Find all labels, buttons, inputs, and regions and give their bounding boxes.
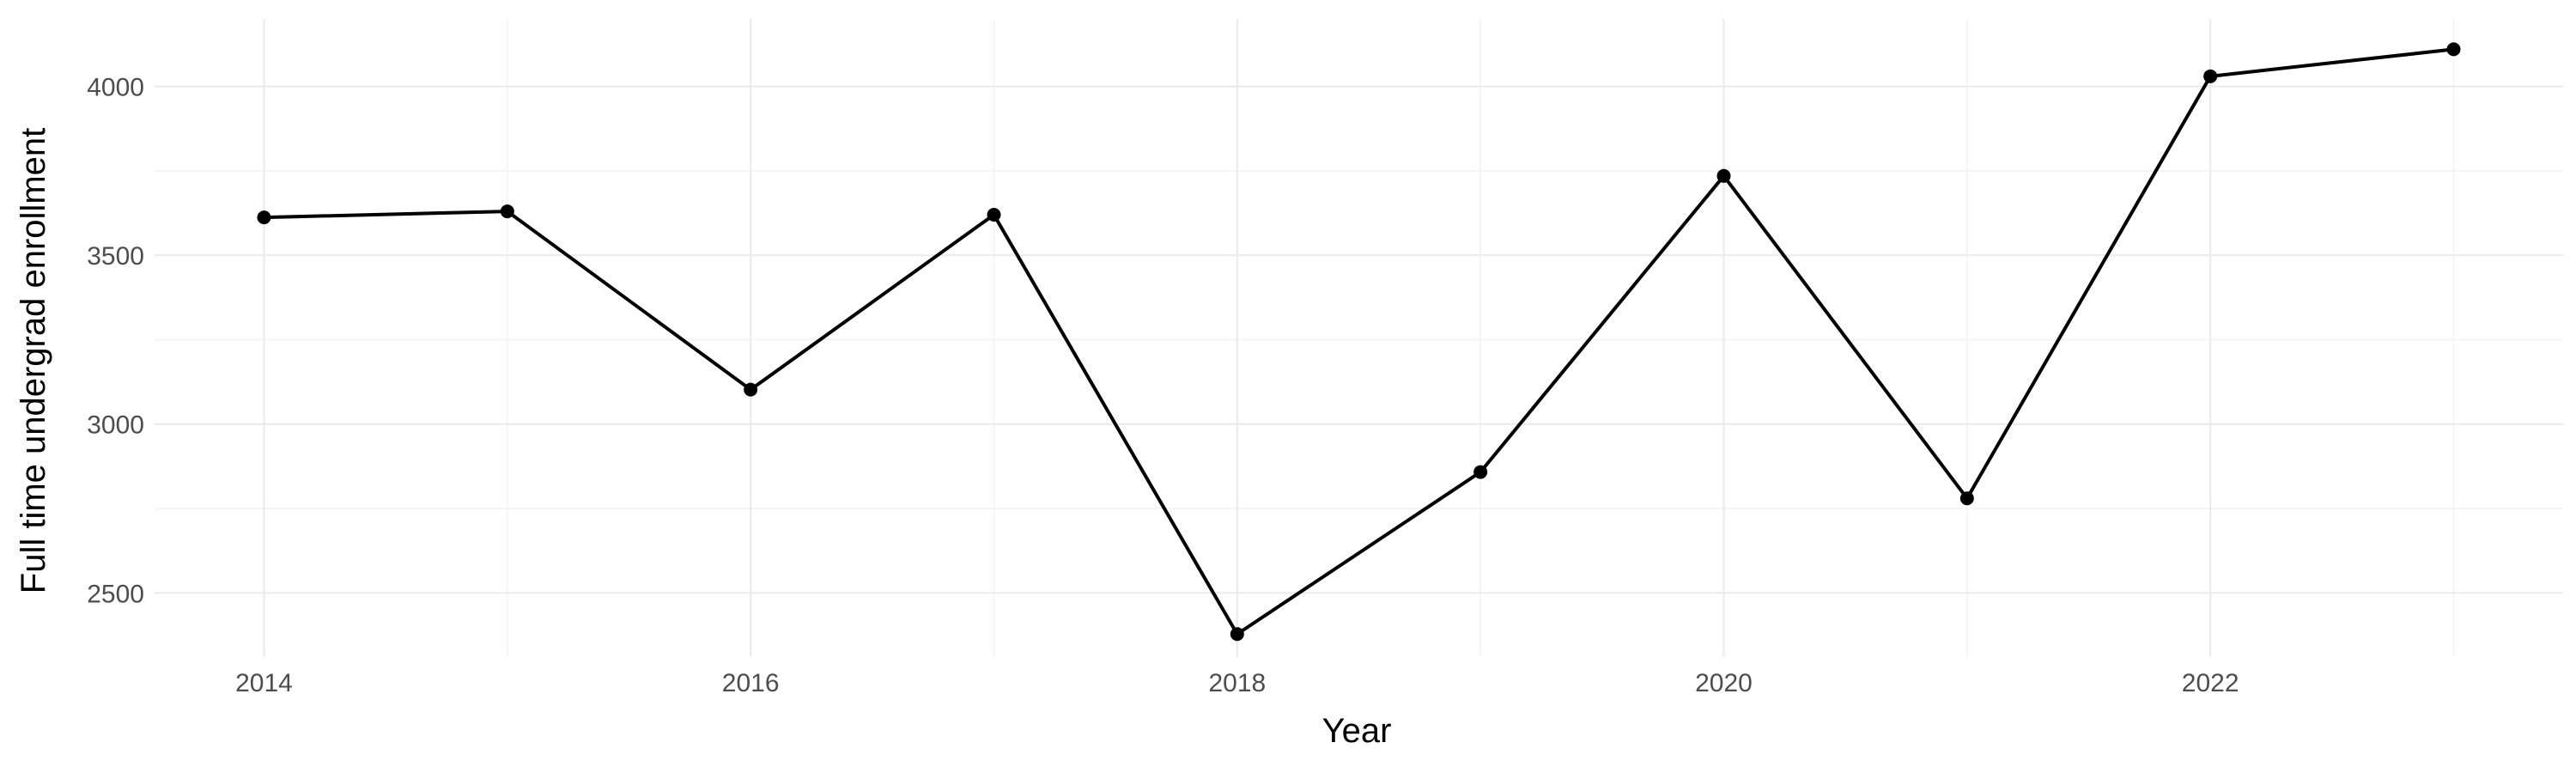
y-tick-label: 3500 (87, 242, 144, 271)
series-layer (257, 42, 2461, 642)
x-tick-label: 2014 (235, 669, 293, 697)
y-axis-ticks: 2500 3000 3500 4000 (87, 74, 144, 609)
x-tick-label: 2016 (722, 669, 780, 697)
data-point (1473, 465, 1488, 479)
y-tick-label: 3000 (87, 411, 144, 440)
data-point (500, 204, 514, 219)
series-line (262, 47, 2456, 636)
data-point (2446, 42, 2461, 57)
grid (155, 19, 2563, 657)
data-point (1230, 627, 1244, 642)
y-tick-label: 2500 (87, 580, 144, 608)
x-axis-ticks: 2014 2016 2018 2020 2022 (235, 669, 2239, 697)
data-point (257, 210, 271, 225)
data-point (2203, 69, 2218, 83)
y-tick-label: 4000 (87, 74, 144, 102)
x-axis-title: Year (1322, 712, 1392, 750)
data-point (987, 208, 1001, 222)
data-point (1716, 168, 1731, 183)
y-axis-title: Full time undergrad enrollment (15, 128, 52, 593)
x-tick-label: 2022 (2182, 669, 2239, 697)
data-point (744, 382, 758, 397)
x-tick-label: 2020 (1695, 669, 1753, 697)
data-point (1959, 491, 1974, 506)
x-tick-label: 2018 (1208, 669, 1266, 697)
